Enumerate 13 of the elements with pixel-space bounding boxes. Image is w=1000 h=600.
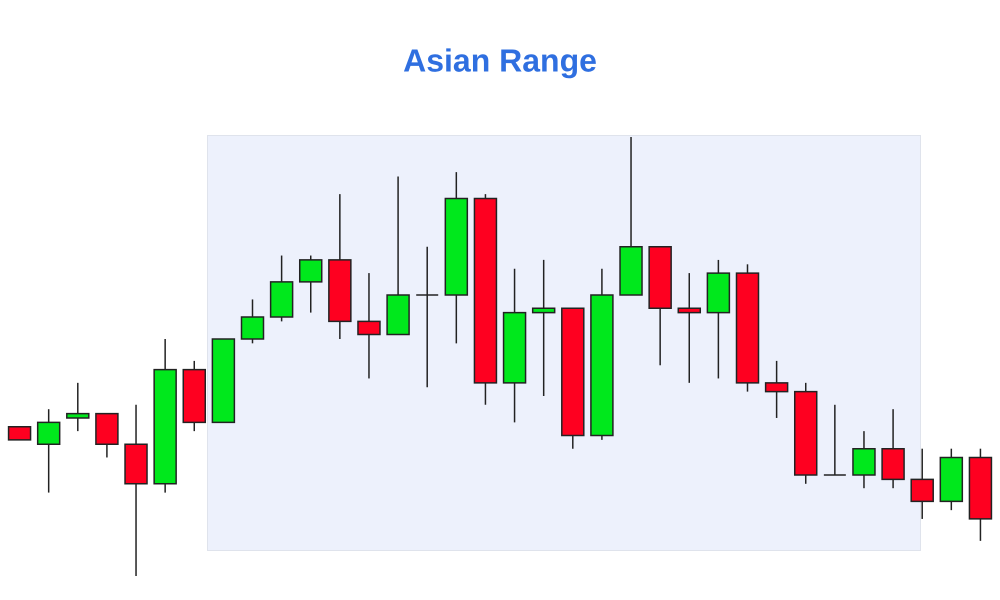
candlestick — [415, 246, 439, 388]
candlestick — [8, 426, 32, 441]
candlestick — [357, 272, 381, 380]
candlestick — [240, 298, 264, 344]
candlestick — [532, 259, 556, 397]
candlestick — [66, 382, 90, 432]
chart-title: Asian Range — [403, 42, 597, 78]
candlestick — [823, 404, 847, 476]
candlestick — [36, 408, 60, 494]
candlestick — [678, 272, 702, 384]
candlestick — [298, 254, 322, 314]
candlestick — [764, 360, 788, 419]
candlestick — [910, 448, 934, 520]
